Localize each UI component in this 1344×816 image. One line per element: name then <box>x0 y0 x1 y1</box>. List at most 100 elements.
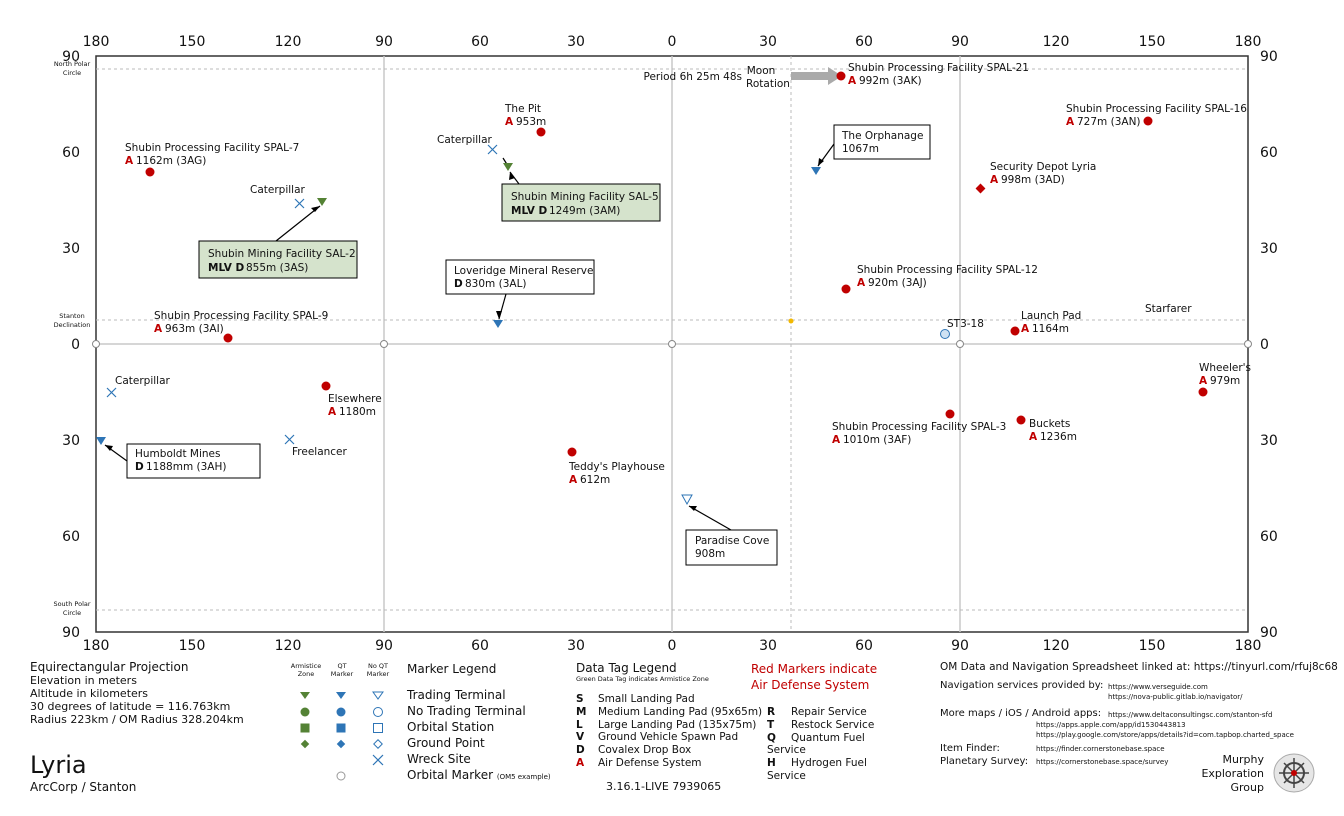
legend-blue-circle-icon <box>336 707 346 717</box>
arrowhead-paradise <box>689 506 697 511</box>
group-name-1: Murphy <box>1222 753 1264 766</box>
rotation-label: Rotation <box>746 78 790 90</box>
place-name: Lyria <box>30 751 87 779</box>
loc-marker-wheelers <box>1198 387 1208 397</box>
nav-url-1[interactable]: https://www.verseguide.com <box>1108 683 1208 691</box>
loc-info-spal7: 1162m (3AG) <box>136 155 206 167</box>
box-sal5-tag: MLV D <box>511 205 547 217</box>
bottom-tick-label: 60 <box>471 638 489 654</box>
wreck-freelancer-icon <box>284 434 295 445</box>
red-markers-note: Red Markers indicate Air Defense System <box>751 661 877 693</box>
legend-green-circle-icon <box>300 707 310 717</box>
loc-marker-the-pit <box>536 127 546 137</box>
wreck-sites <box>106 144 498 445</box>
leader-sal2-line <box>275 205 321 242</box>
right-tick-label: 90 <box>1260 625 1278 641</box>
maps-url-2[interactable]: https://apps.apple.com/app/id1530443813 <box>1036 721 1186 729</box>
red-note-2: Air Defense System <box>751 678 870 692</box>
survey-url[interactable]: https://cornerstonebase.space/survey <box>1036 758 1169 766</box>
loc-info-spal3: 1010m (3AF) <box>843 434 911 446</box>
place-sub: ArcCorp / Stanton <box>30 780 137 794</box>
tag-list-right: R Repair Service T Restock Service Q Quantu… <box>767 706 875 782</box>
nav-url-2[interactable]: https://nova-public.gitlab.io/navigator/ <box>1108 693 1243 701</box>
legend-row-ground-point: Ground Point <box>407 736 485 750</box>
arrowhead-loveridge <box>496 311 502 319</box>
loc-name-buckets: Buckets <box>1029 418 1070 430</box>
loc-marker-spal7 <box>145 167 155 177</box>
box-loveridge-name: Loveridge Mineral Reserve <box>454 265 593 277</box>
maps-url-1[interactable]: https://www.deltaconsultingsc.com/stanto… <box>1108 711 1273 719</box>
loc-name-the-pit: The Pit <box>504 103 541 115</box>
box-sal2-name: Shubin Mining Facility SAL-2 <box>208 248 356 260</box>
leader-arrowheads <box>105 158 824 511</box>
marker-legend-title: Marker Legend <box>407 662 497 676</box>
loc-info-wheelers: 979m <box>1210 375 1240 387</box>
loc-marker-security-depot <box>975 183 986 194</box>
legend-green-diamond-icon <box>300 739 310 749</box>
loc-info-the-pit: 953m <box>516 116 546 128</box>
nav-urls: https://www.verseguide.com https://nova-… <box>1108 682 1243 702</box>
legend-green-square-icon <box>300 723 310 733</box>
st3-18-marker-icon <box>940 329 950 339</box>
loc-name-launch-pad: Launch Pad <box>1021 310 1081 322</box>
maps-url-3[interactable]: https://play.google.com/store/apps/detai… <box>1036 731 1294 739</box>
legend-col-noqt: No QT Marker <box>366 662 390 678</box>
top-tick-label: 180 <box>1235 34 1262 50</box>
loc-info-launch-pad: 1164m <box>1032 323 1069 335</box>
legend-hollow-diamond-icon <box>373 739 383 749</box>
projection-line-1: Elevation in meters <box>30 674 137 687</box>
bottom-tick-label: 180 <box>1235 638 1262 654</box>
loc-info-elsewhere: 1180m <box>339 406 376 418</box>
box-sal2-info: 855m (3AS) <box>246 262 308 274</box>
arrowhead-orphanage <box>818 158 824 166</box>
marker-paradise-icon <box>681 494 693 506</box>
projection-info: Equirectangular Projection Elevation in … <box>30 661 244 727</box>
marker-legend: Armistice Zone QT Marker No QT Marker Marke… <box>282 662 572 787</box>
loc-tag-buckets: A <box>1029 431 1038 443</box>
group-name: Murphy Exploration Group <box>1190 753 1264 795</box>
top-tick-label: 30 <box>759 34 777 50</box>
top-tick-label: 60 <box>471 34 489 50</box>
right-tick-label: 60 <box>1260 529 1278 545</box>
legend-hollow-triangle-icon <box>372 691 384 700</box>
north-polar-label: North Polar <box>54 60 91 68</box>
loc-tag-spal12: A <box>857 277 866 289</box>
moon-rotation: Period 6h 25m 48s Moon Rotation <box>643 56 842 632</box>
top-tick-label: 30 <box>567 34 585 50</box>
loc-name-teddys-playhouse: Teddy's Playhouse <box>568 461 665 473</box>
loc-marker-buckets <box>1016 415 1026 425</box>
loc-tag-spal3: A <box>832 434 841 446</box>
maps-url-1-wrap: https://www.deltaconsultingsc.com/stanto… <box>1108 710 1272 720</box>
south-polar-label-2: Circle <box>63 609 81 617</box>
item-finder-url[interactable]: https://finder.cornerstonebase.space <box>1036 745 1165 753</box>
left-tick-label: 30 <box>62 433 80 449</box>
om-spreadsheet-link[interactable]: OM Data and Navigation Spreadsheet linke… <box>940 661 1338 673</box>
orbital-markers <box>92 340 1252 348</box>
loc-tag-elsewhere: A <box>328 406 337 418</box>
loc-tag-teddys-playhouse: A <box>569 474 578 486</box>
sun-point-icon <box>788 318 794 324</box>
loc-marker-teddys-playhouse <box>567 447 577 457</box>
wreck-label-caterpillar-2: Caterpillar <box>250 184 306 196</box>
north-polar-label-2: Circle <box>63 69 81 77</box>
projection-line-4: Radius 223km / OM Radius 328.204km <box>30 713 244 726</box>
legend-green-triangle-icon <box>300 692 310 699</box>
legend-hollow-circle-icon <box>373 707 383 717</box>
loc-marker-spal21 <box>836 71 846 81</box>
top-tick-label: 120 <box>1043 34 1070 50</box>
group-logo-icon <box>1273 753 1315 793</box>
legend-row-no-trading: No Trading Terminal <box>407 704 526 718</box>
right-tick-label: 30 <box>1260 433 1278 449</box>
bottom-tick-label: 180 <box>83 638 110 654</box>
south-polar-label: South Polar <box>53 600 90 608</box>
top-tick-label: 150 <box>1139 34 1166 50</box>
box-humboldt-info: 1188mm (3AH) <box>146 461 226 473</box>
om-marker-5 <box>1244 340 1252 348</box>
marker-orphanage-icon <box>811 167 821 175</box>
bottom-tick-label: 60 <box>855 638 873 654</box>
wreck-caterpillar-2-icon <box>294 198 305 209</box>
st3-18-label: ST3-18 <box>947 318 984 330</box>
red-note-1: Red Markers indicate <box>751 662 878 676</box>
wreck-caterpillar-1-icon <box>487 144 498 155</box>
box-sal5-info: 1249m (3AM) <box>549 205 620 217</box>
